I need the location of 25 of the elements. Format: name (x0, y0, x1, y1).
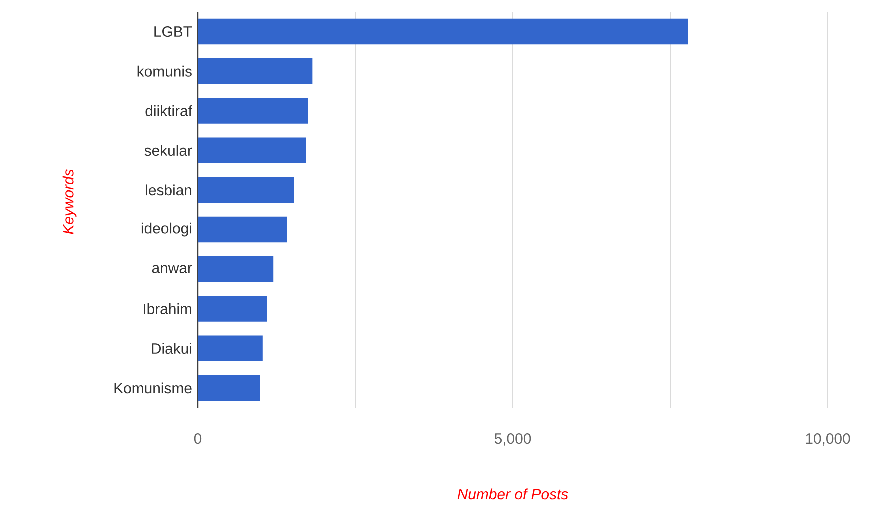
bar (198, 296, 268, 322)
y-tick-label: ideologi (142, 222, 192, 237)
bar (198, 256, 274, 282)
y-tick-label: Ibrahim (144, 304, 192, 314)
bar (198, 177, 294, 204)
y-tick-label: komunis (138, 66, 192, 77)
y-tick-label: Komunisme (114, 382, 192, 394)
y-tick-label: LGBT (154, 26, 192, 38)
y-tick-label: anwar (152, 265, 192, 274)
x-tick-label: 5,000 (494, 434, 532, 446)
bar (198, 336, 263, 362)
bar (198, 138, 306, 164)
y-tick-label: diiktiraf (146, 106, 192, 116)
y-tick-label: sekular (144, 145, 192, 156)
bar (198, 375, 260, 402)
y-tick-label: Diakui (152, 343, 192, 354)
bar (198, 18, 688, 45)
x-tick-label: 0 (194, 434, 202, 444)
y-axis-title: Keywords (62, 170, 77, 234)
bar (198, 98, 308, 124)
x-tick-label: 10,000 (806, 434, 850, 446)
bar (198, 58, 313, 84)
y-tick-label: lesbian (146, 184, 192, 196)
bar (198, 216, 288, 243)
x-axis-title: Number of Posts (458, 488, 568, 500)
